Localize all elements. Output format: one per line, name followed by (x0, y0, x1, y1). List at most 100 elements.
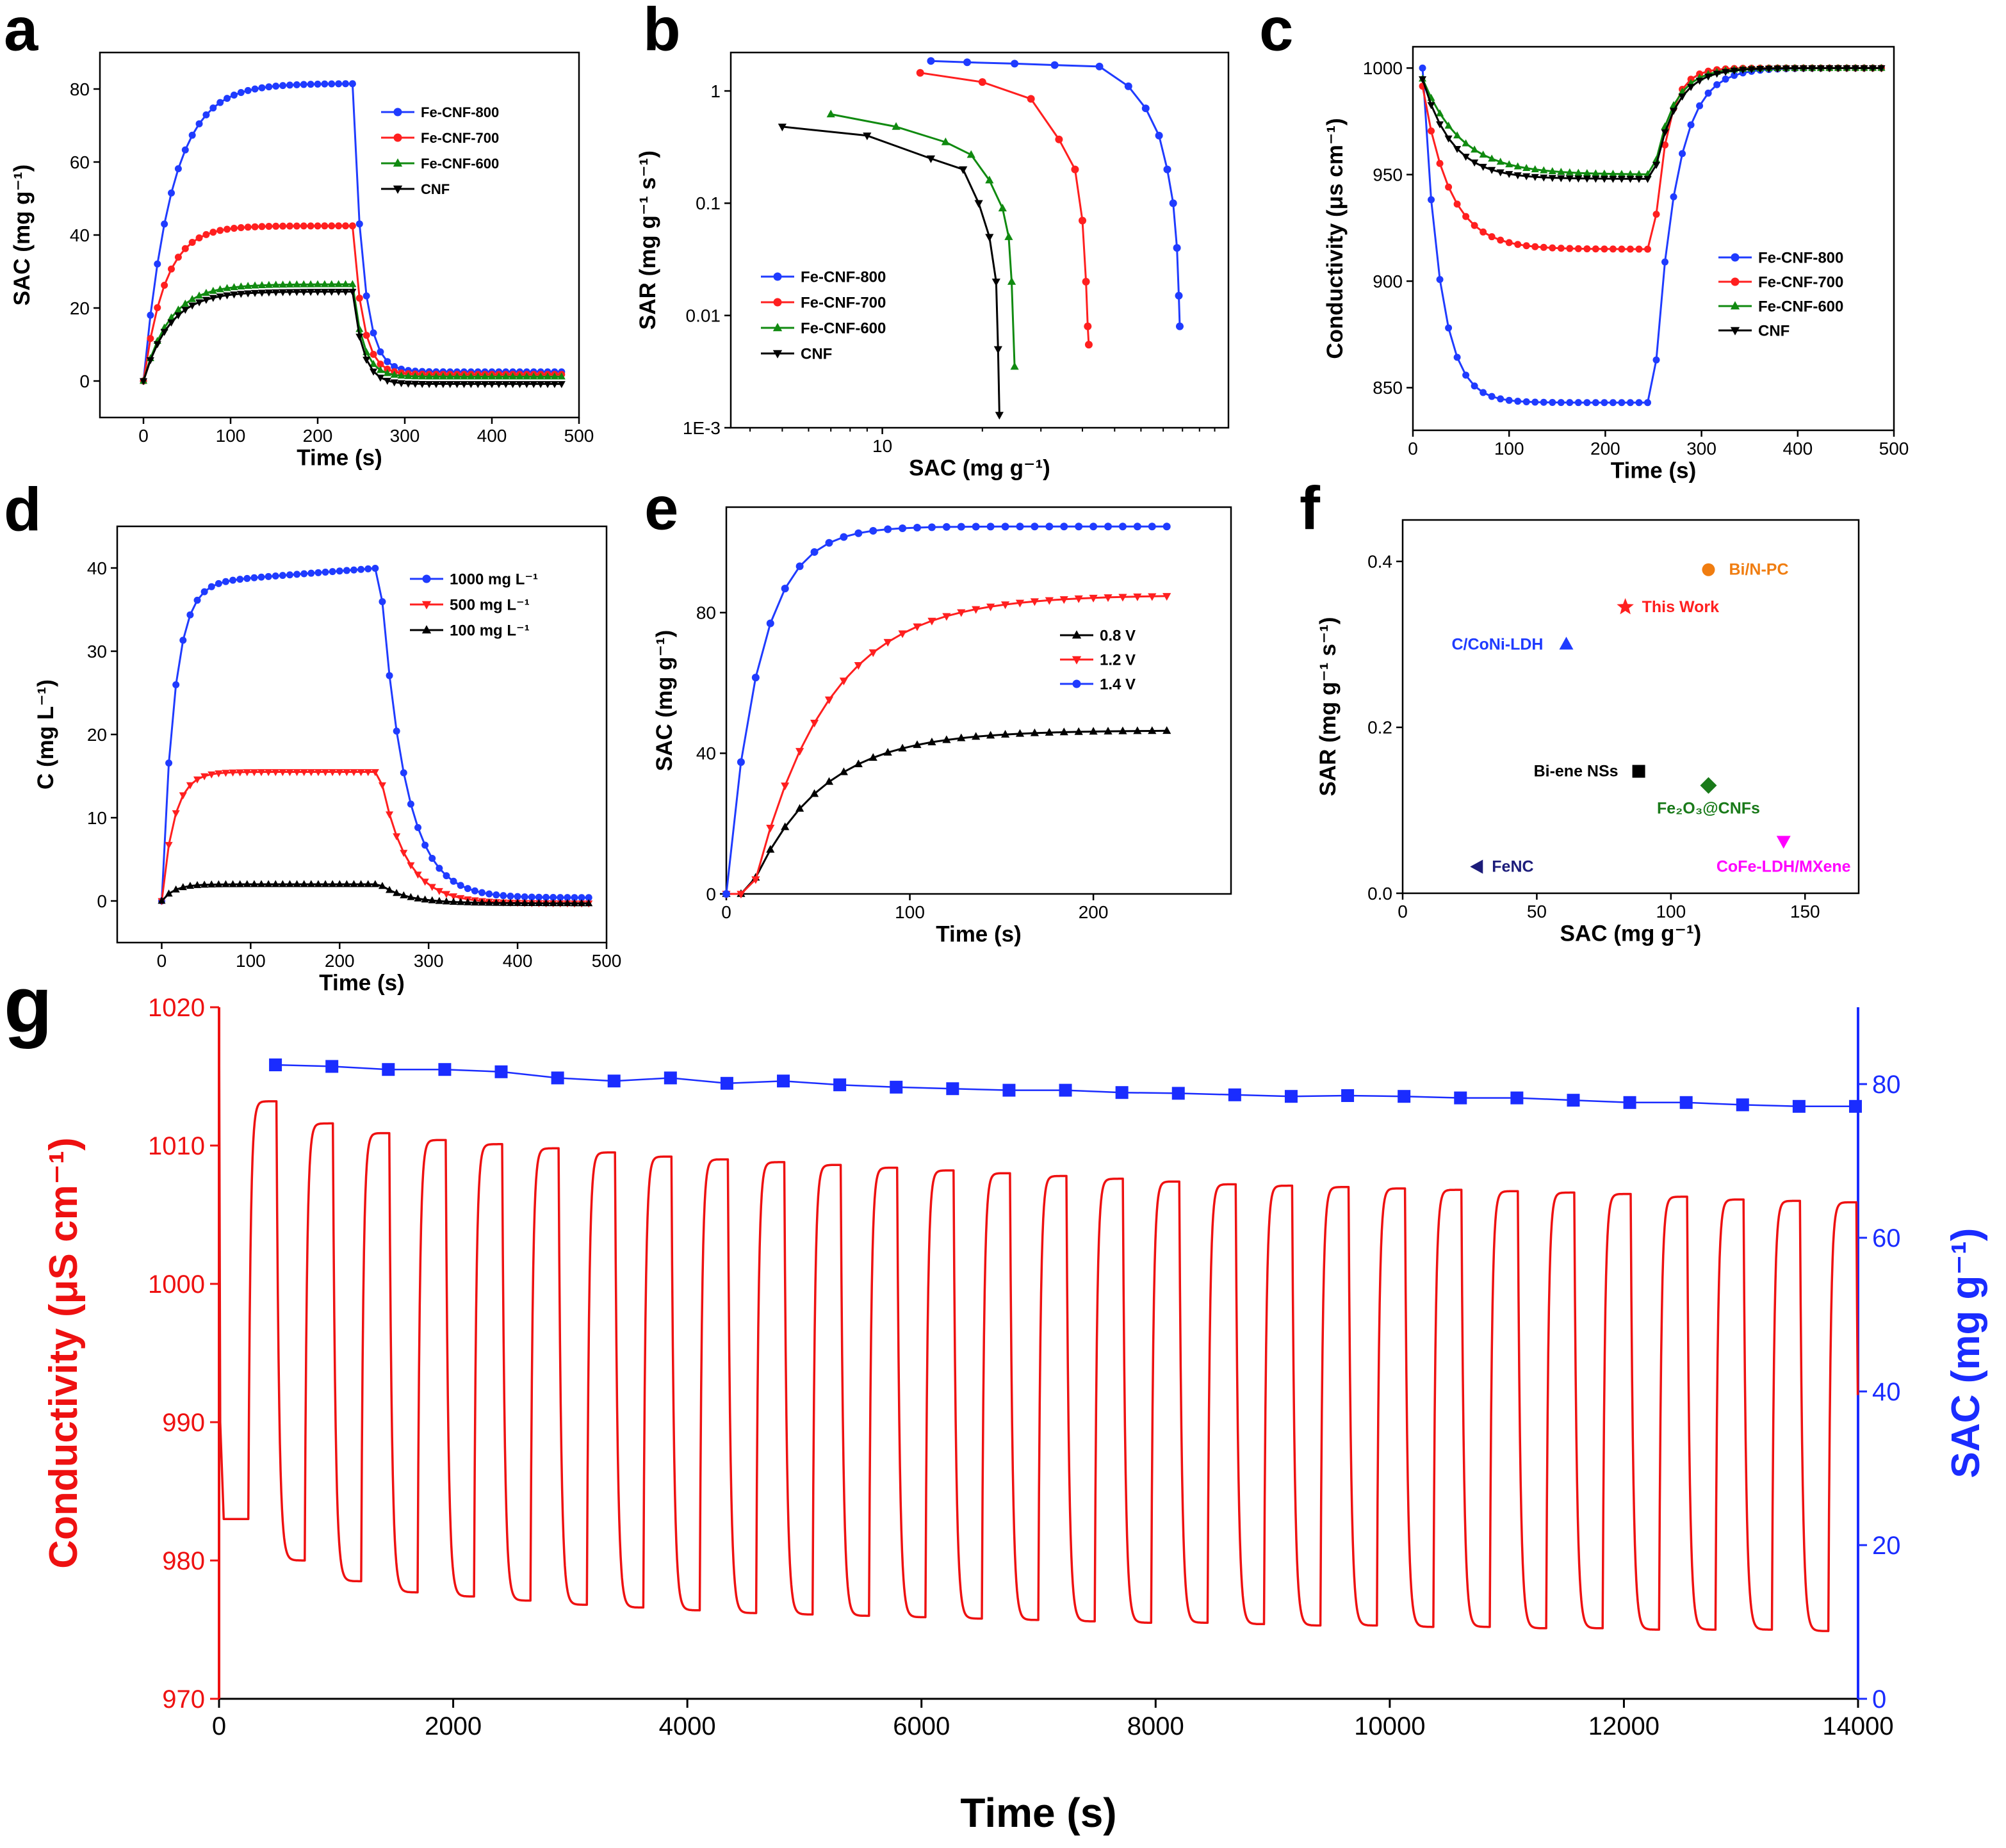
conductivity-line (218, 1007, 1859, 1632)
data-point (1557, 167, 1565, 175)
data-point (1549, 244, 1556, 252)
legend-label: 1.2 V (1100, 652, 1136, 669)
legend-label: 1.4 V (1100, 676, 1136, 693)
data-point (230, 225, 238, 232)
x-tick-label: 100 (1656, 902, 1686, 921)
data-point (432, 372, 441, 380)
sac-point (1284, 1090, 1298, 1103)
data-point (523, 372, 531, 380)
data-point (1462, 371, 1470, 379)
data-point (414, 871, 422, 879)
data-point (320, 280, 329, 288)
data-point (167, 320, 175, 327)
data-point (868, 649, 877, 658)
data-point (1011, 60, 1019, 68)
data-point (1118, 523, 1127, 531)
data-point (1574, 168, 1583, 176)
data-point (328, 222, 336, 230)
data-point (550, 894, 557, 902)
data-point (1462, 139, 1470, 147)
data-point (343, 880, 351, 888)
data-point (421, 879, 429, 886)
data-point (974, 200, 983, 208)
data-point (407, 800, 414, 808)
data-point (972, 606, 981, 614)
data-point (1600, 169, 1608, 177)
data-point (364, 565, 372, 572)
point-label: FeNC (1492, 858, 1533, 876)
data-point (209, 229, 217, 236)
data-point (1565, 175, 1574, 182)
data-point (258, 84, 266, 92)
data-point (314, 880, 322, 888)
x-tick-label: 6000 (893, 1712, 950, 1740)
legend-label: Fe-CNF-800 (421, 104, 499, 120)
data-point (386, 811, 394, 819)
data-point (230, 291, 238, 299)
data-point (1765, 65, 1773, 73)
sac-point (1059, 1083, 1072, 1097)
data-point (810, 789, 819, 797)
panel-a: a 0 100 200 300 400 500 0 20 40 60 80 Time (s) SAC (m… (4, 0, 594, 470)
data-point (370, 329, 377, 337)
legend-marker (421, 601, 432, 610)
data-point (376, 375, 384, 382)
data-point (1505, 239, 1513, 247)
legend-label: Fe-CNF-600 (421, 156, 499, 172)
data-point (229, 880, 237, 888)
data-point (230, 283, 238, 291)
data-point (1173, 244, 1181, 252)
data-point (1015, 599, 1025, 608)
data-point (509, 372, 517, 380)
y-tick-label: 0 (97, 891, 107, 911)
data-point (355, 325, 364, 332)
scatter-point (1470, 859, 1483, 874)
data-point (1007, 277, 1016, 285)
data-point (390, 370, 398, 378)
data-point (364, 769, 372, 777)
data-point (160, 328, 168, 336)
y-tick-label: 0.1 (696, 193, 721, 213)
y-tick-label: 10 (87, 808, 107, 828)
data-point (1496, 169, 1504, 177)
data-point (386, 672, 393, 679)
data-point (363, 292, 370, 300)
data-point (279, 280, 287, 288)
data-point (1505, 396, 1513, 404)
sac-point (269, 1058, 282, 1071)
scatter-point (1702, 563, 1715, 576)
data-point (1531, 165, 1539, 173)
data-point (487, 372, 496, 380)
data-point (521, 893, 528, 901)
data-point (224, 225, 231, 233)
data-point (393, 833, 401, 841)
data-point (216, 285, 224, 293)
legend-label: CNF (421, 181, 450, 197)
data-point (407, 893, 415, 900)
x-tick-label: 50 (1527, 902, 1547, 921)
data-point (334, 289, 343, 296)
data-point (1695, 77, 1704, 85)
data-point (1540, 398, 1547, 406)
data-point (481, 372, 489, 380)
data-point (1574, 245, 1582, 252)
data-point (1522, 173, 1531, 181)
legend-marker (393, 108, 402, 117)
data-point (300, 81, 307, 88)
data-point (1436, 159, 1444, 167)
sac-point (494, 1065, 508, 1078)
data-point (411, 380, 420, 388)
data-point (1635, 399, 1643, 407)
scatter-point (1632, 765, 1645, 778)
legend-label: 1000 mg L⁻¹ (450, 571, 538, 588)
data-point (300, 570, 308, 578)
data-point (457, 882, 464, 889)
data-point (1661, 258, 1669, 266)
data-point (927, 737, 936, 745)
data-point (1471, 159, 1479, 167)
data-point (514, 898, 522, 906)
data-point (215, 770, 223, 778)
data-point (1583, 245, 1591, 253)
data-point (1514, 398, 1522, 405)
y-axis-title: Conductivity (μS cm⁻¹) (42, 1137, 86, 1568)
